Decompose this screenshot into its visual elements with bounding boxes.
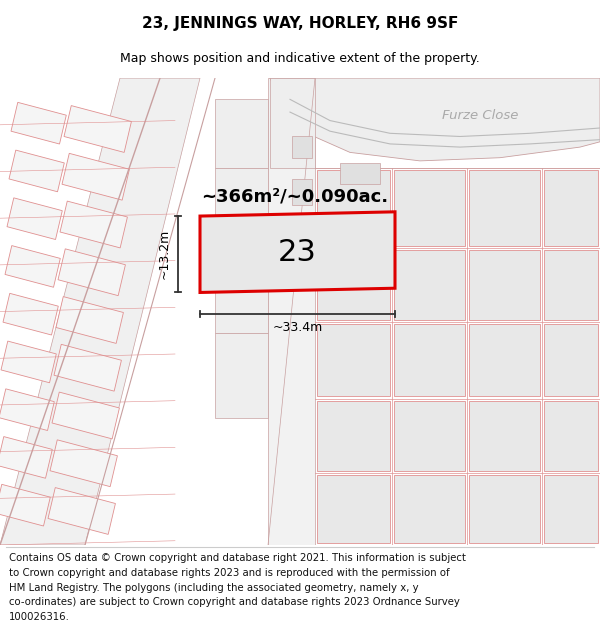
- Polygon shape: [544, 401, 598, 471]
- Text: ~33.4m: ~33.4m: [272, 321, 323, 334]
- Polygon shape: [11, 102, 66, 144]
- Polygon shape: [48, 488, 115, 534]
- Polygon shape: [215, 99, 268, 168]
- Polygon shape: [50, 440, 118, 487]
- Polygon shape: [394, 250, 465, 320]
- Polygon shape: [0, 78, 200, 545]
- Polygon shape: [3, 293, 58, 335]
- Polygon shape: [469, 250, 540, 320]
- Polygon shape: [394, 401, 465, 471]
- Polygon shape: [200, 212, 395, 292]
- Polygon shape: [60, 201, 127, 248]
- Polygon shape: [469, 475, 540, 543]
- Polygon shape: [292, 179, 312, 206]
- Text: Contains OS data © Crown copyright and database right 2021. This information is : Contains OS data © Crown copyright and d…: [9, 553, 466, 563]
- Polygon shape: [394, 171, 465, 246]
- Polygon shape: [9, 150, 64, 192]
- Polygon shape: [54, 344, 121, 391]
- Polygon shape: [270, 78, 600, 161]
- Polygon shape: [62, 153, 130, 200]
- Polygon shape: [1, 341, 56, 382]
- Polygon shape: [317, 475, 390, 543]
- Polygon shape: [7, 198, 62, 239]
- Polygon shape: [64, 106, 131, 152]
- Polygon shape: [215, 332, 268, 418]
- Text: ~13.2m: ~13.2m: [157, 229, 170, 279]
- Text: to Crown copyright and database rights 2023 and is reproduced with the permissio: to Crown copyright and database rights 2…: [9, 568, 449, 578]
- Text: co-ordinates) are subject to Crown copyright and database rights 2023 Ordnance S: co-ordinates) are subject to Crown copyr…: [9, 598, 460, 608]
- Polygon shape: [469, 324, 540, 396]
- Text: 100026316.: 100026316.: [9, 612, 70, 622]
- Polygon shape: [270, 78, 315, 168]
- Polygon shape: [394, 475, 465, 543]
- Text: Map shows position and indicative extent of the property.: Map shows position and indicative extent…: [120, 52, 480, 65]
- Polygon shape: [52, 392, 119, 439]
- Polygon shape: [58, 249, 125, 296]
- Polygon shape: [268, 78, 315, 545]
- Polygon shape: [544, 475, 598, 543]
- Polygon shape: [56, 297, 124, 343]
- Polygon shape: [5, 246, 60, 288]
- Polygon shape: [544, 171, 598, 246]
- Polygon shape: [215, 168, 268, 248]
- Polygon shape: [317, 324, 390, 396]
- Polygon shape: [340, 163, 380, 184]
- Polygon shape: [469, 171, 540, 246]
- Text: 23, JENNINGS WAY, HORLEY, RH6 9SF: 23, JENNINGS WAY, HORLEY, RH6 9SF: [142, 16, 458, 31]
- Polygon shape: [317, 250, 390, 320]
- Polygon shape: [544, 324, 598, 396]
- Polygon shape: [0, 437, 52, 478]
- Polygon shape: [292, 136, 312, 158]
- Text: ~366m²/~0.090ac.: ~366m²/~0.090ac.: [202, 188, 389, 206]
- Polygon shape: [0, 484, 50, 526]
- Polygon shape: [469, 401, 540, 471]
- Polygon shape: [317, 401, 390, 471]
- Text: 23: 23: [278, 238, 317, 267]
- Polygon shape: [215, 248, 268, 332]
- Polygon shape: [0, 389, 54, 431]
- Text: Furze Close: Furze Close: [442, 109, 518, 122]
- Polygon shape: [544, 250, 598, 320]
- Polygon shape: [317, 171, 390, 246]
- Polygon shape: [394, 324, 465, 396]
- Text: HM Land Registry. The polygons (including the associated geometry, namely x, y: HM Land Registry. The polygons (includin…: [9, 582, 419, 592]
